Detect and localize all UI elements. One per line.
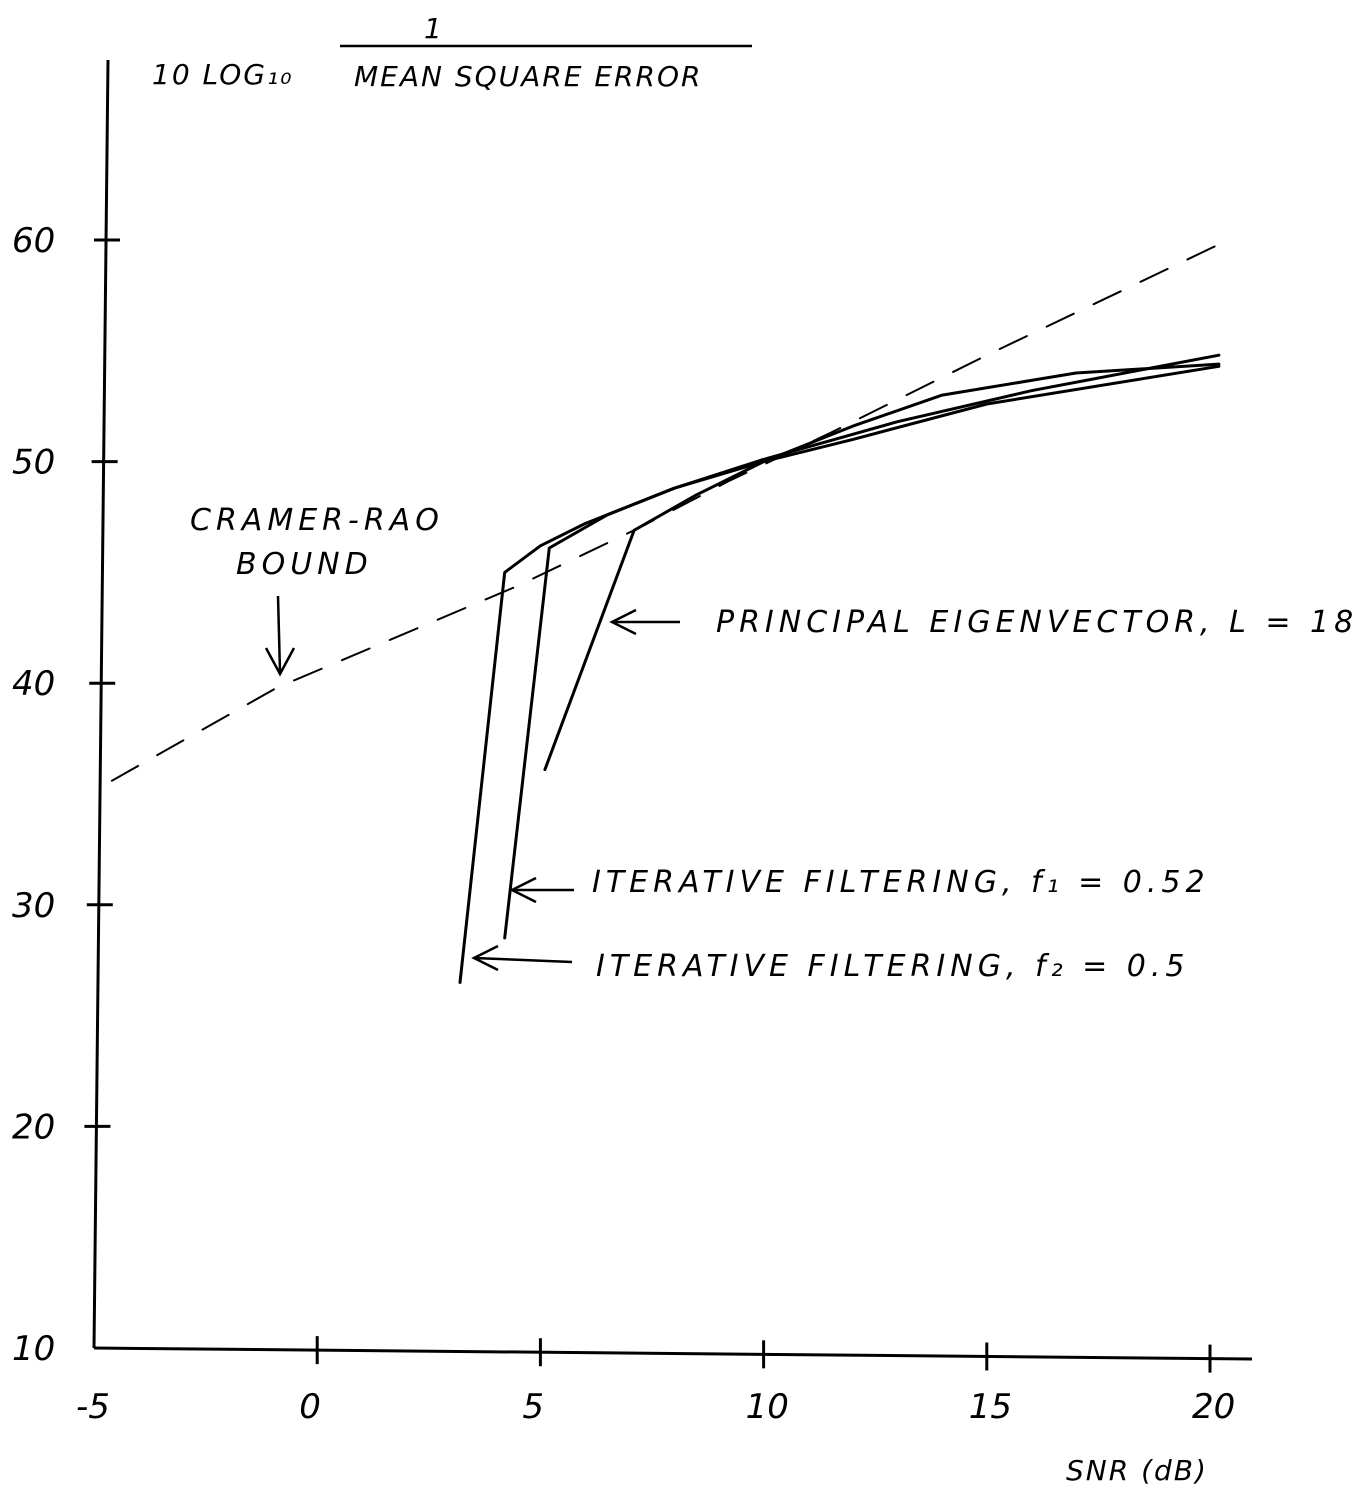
principal-eigenvector-line	[543, 362, 1221, 772]
iterative-filtering-f1-label: ITERATIVE FILTERING, f₁ = 0.52	[592, 865, 1210, 900]
x-tick-label: 5	[522, 1387, 544, 1427]
principal-eigenvector-label: PRINCIPAL EIGENVECTOR, L = 18	[716, 605, 1358, 640]
principal-eigenvector-arrow	[609, 608, 680, 636]
y-tick-label: 40	[12, 664, 55, 704]
iterative-filtering-f1-line	[503, 364, 1221, 940]
iterative-filtering-f2-line	[458, 353, 1221, 984]
x-ticks: -5 0 5 10 15 20	[76, 1336, 1235, 1427]
bound-label: BOUND	[236, 547, 373, 582]
x-tick-label: 0	[299, 1387, 321, 1427]
x-tick-label: 20	[1192, 1387, 1235, 1427]
y-axis-title-numerator: 1	[424, 12, 444, 45]
iterative-filtering-f2-arrow	[471, 944, 573, 972]
y-axis-title-denominator: MEAN SQUARE ERROR	[354, 60, 702, 93]
cramer-rao-arrow	[264, 595, 296, 677]
y-tick-label: 30	[12, 886, 55, 926]
y-tick-label: 50	[12, 443, 55, 483]
y-tick-label: 10	[12, 1329, 55, 1369]
x-tick-label: 10	[746, 1387, 789, 1427]
axes	[92, 59, 1253, 1361]
annotations: CRAMER-RAO BOUND PRINCIPAL EIGENVECTOR, …	[190, 503, 1358, 984]
x-axis-title: SNR (dB)	[1066, 1454, 1208, 1487]
iterative-filtering-f1-arrow	[509, 876, 574, 904]
y-axis-title: 10 LOG₁₀ 1 MEAN SQUARE ERROR	[152, 12, 752, 93]
y-axis-title-prefix: 10 LOG₁₀	[152, 58, 293, 91]
series-layer	[110, 243, 1221, 984]
cramer-rao-bound-line	[110, 243, 1220, 782]
x-tick-label: 15	[969, 1387, 1012, 1427]
y-ticks: 10 20 30 40 50 60	[12, 221, 121, 1369]
x-axis-line	[93, 1346, 1253, 1361]
y-tick-label: 60	[12, 221, 55, 261]
x-tick-label: -5	[76, 1387, 110, 1427]
cramer-rao-label: CRAMER-RAO	[190, 503, 444, 538]
y-axis-line	[92, 59, 110, 1349]
iterative-filtering-f2-label: ITERATIVE FILTERING, f₂ = 0.5	[596, 949, 1190, 984]
y-tick-label: 20	[12, 1107, 55, 1147]
